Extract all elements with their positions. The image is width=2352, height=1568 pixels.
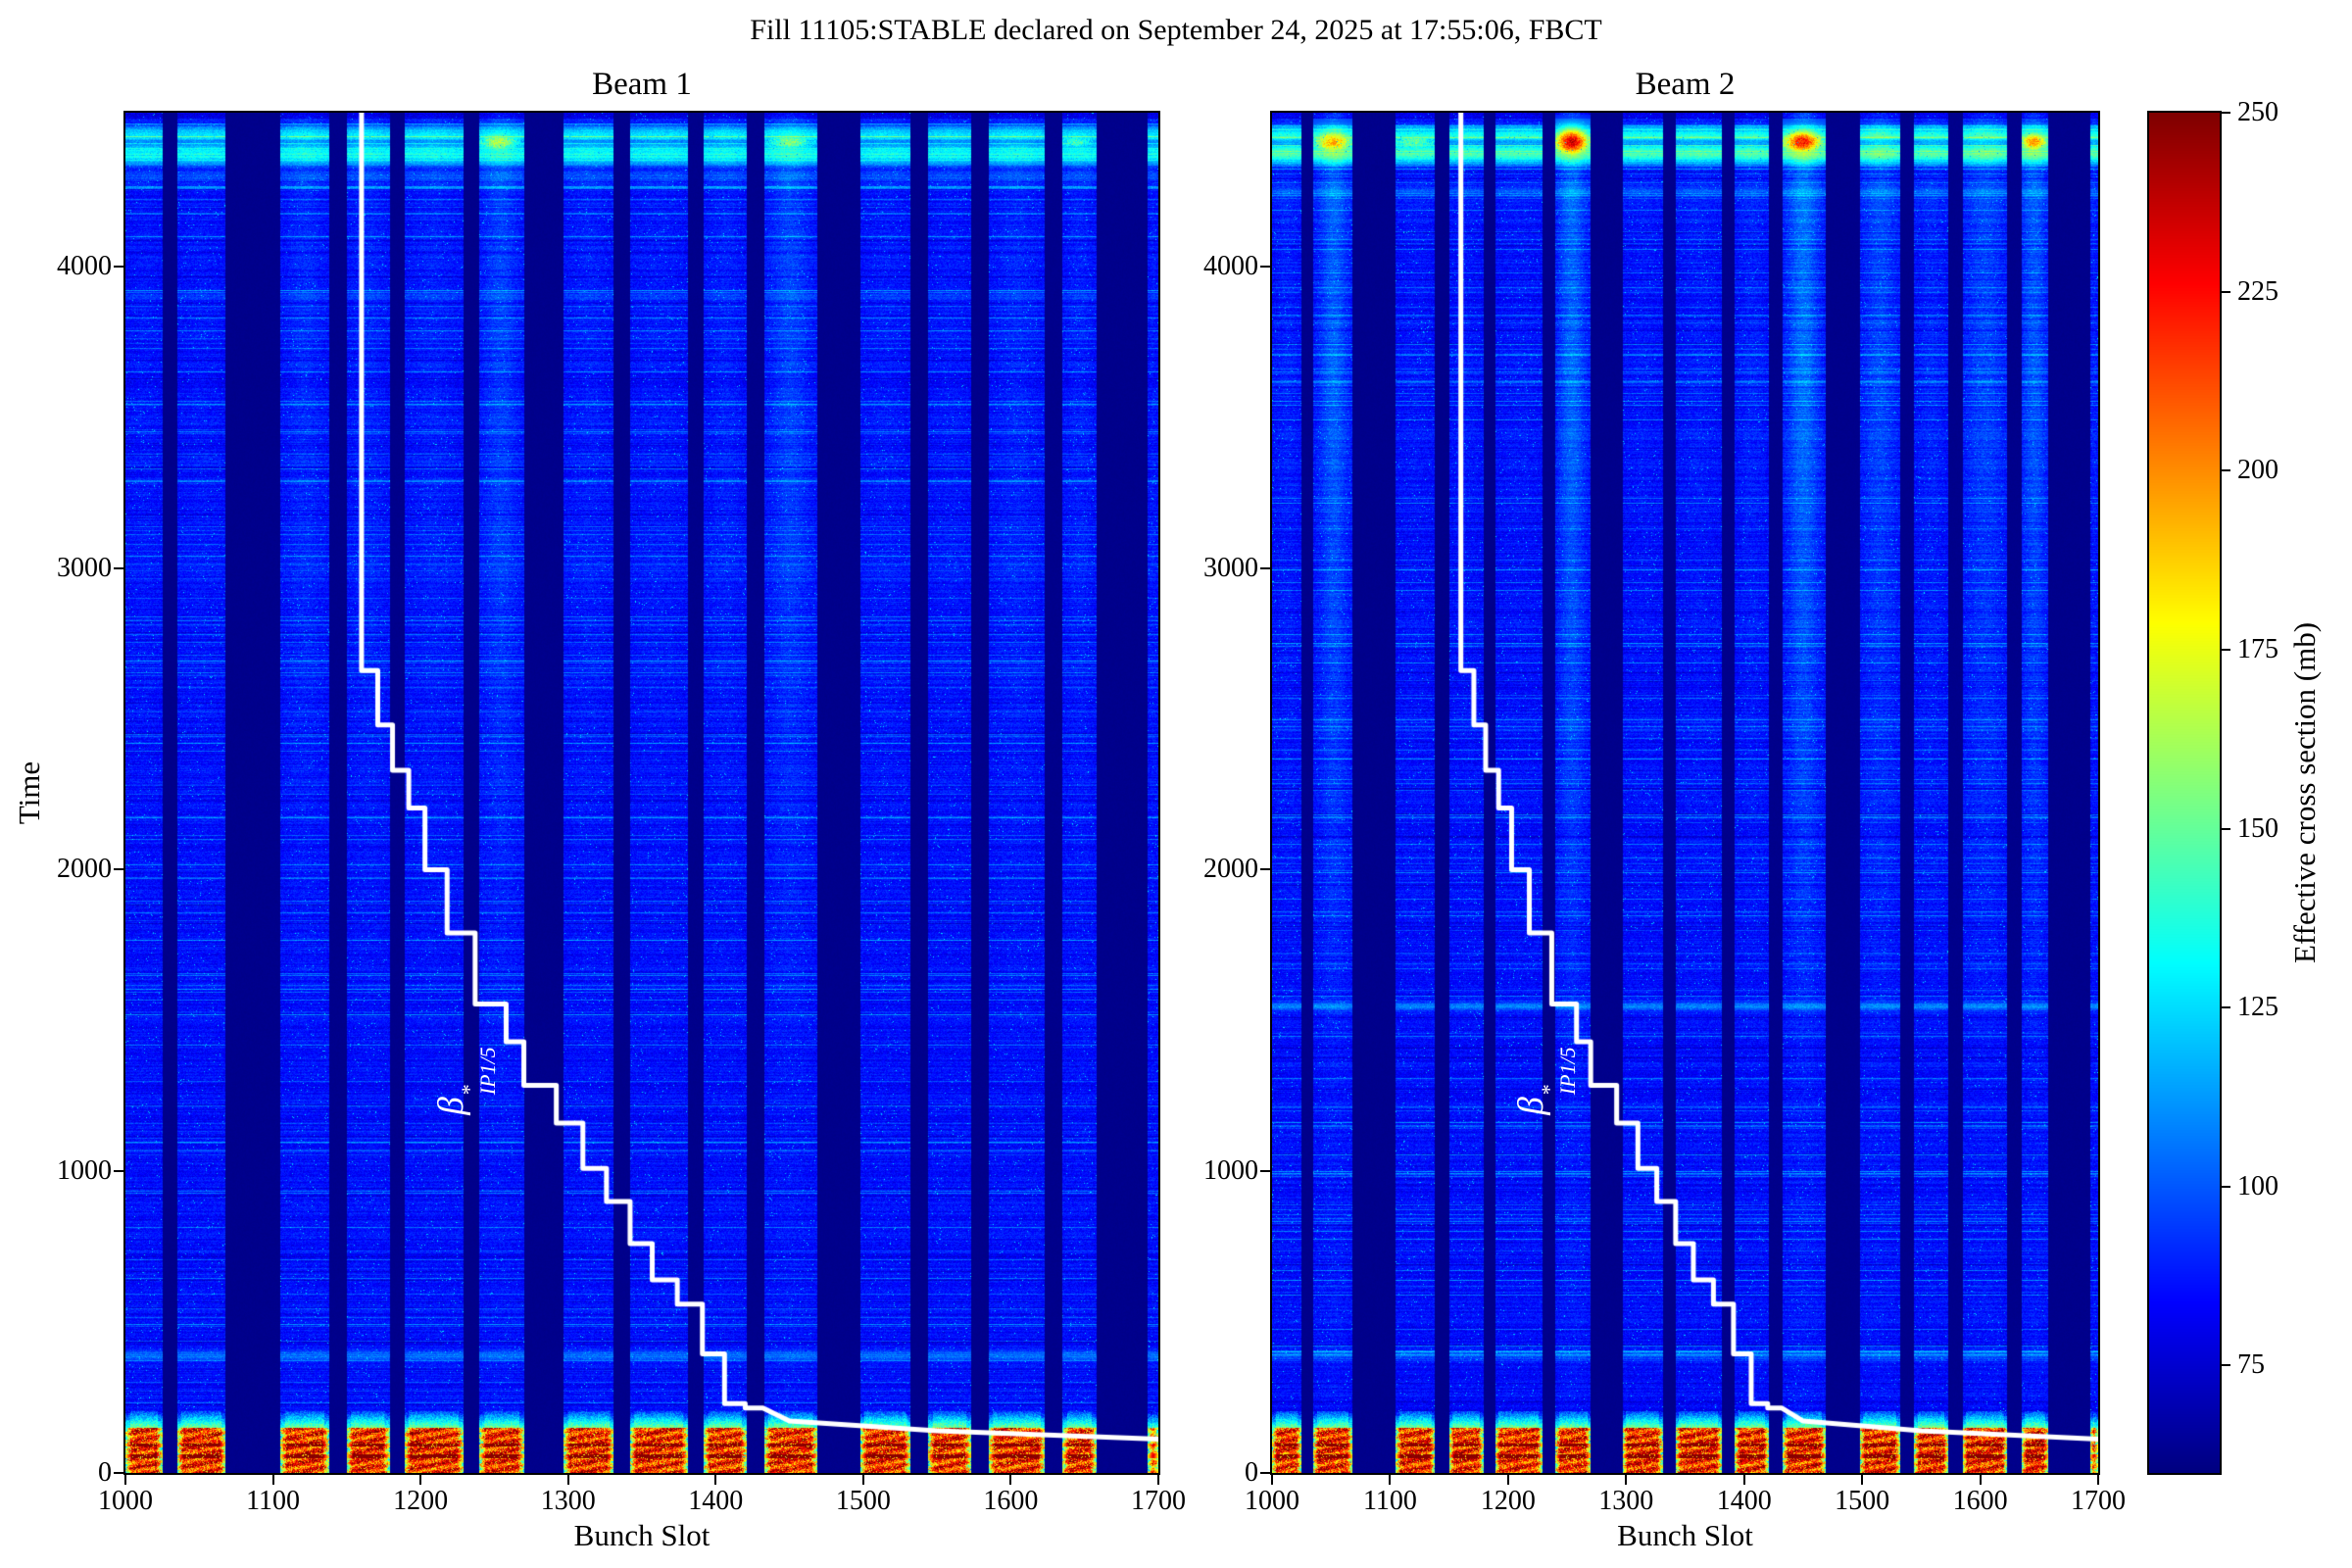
y-tick-mark (114, 868, 123, 871)
beam2-title: Beam 2 (1635, 67, 1736, 102)
beam1-title: Beam 1 (592, 67, 692, 102)
beam1-plot: β * IP1/5 (123, 111, 1160, 1475)
y-tick-mark (114, 1472, 123, 1474)
x-tick-mark (419, 1475, 422, 1485)
x-tick-mark (1389, 1475, 1392, 1485)
beam1-beta-star-label: β * IP1/5 (430, 1047, 500, 1115)
beta-symbol: β (1510, 1097, 1551, 1115)
colorbar-tick-mark (2222, 112, 2230, 114)
beam2-beta-star-label: β * IP1/5 (1510, 1047, 1580, 1115)
beta-sub: IP1/5 (474, 1047, 500, 1096)
x-tick-mark (2097, 1475, 2099, 1485)
y-tick-label: 0 (98, 1457, 112, 1488)
colorbar (2147, 111, 2222, 1475)
x-tick-mark (1625, 1475, 1628, 1485)
y-tick-label: 3000 (57, 552, 112, 583)
colorbar-tick-mark (2222, 1006, 2230, 1009)
y-tick-label: 1000 (1203, 1155, 1258, 1187)
beam1-yaxis-label: Time (12, 760, 46, 825)
x-tick-label: 1700 (1131, 1486, 1186, 1516)
beam2-xaxis-label: Bunch Slot (1617, 1518, 1753, 1552)
colorbar-tick-mark (2222, 648, 2230, 651)
y-tick-mark (114, 1170, 123, 1173)
x-tick-mark (124, 1475, 126, 1485)
x-tick-mark (1157, 1475, 1159, 1485)
x-tick-mark (714, 1475, 717, 1485)
x-tick-label: 1100 (246, 1486, 301, 1516)
beam2-heatmap (1272, 113, 2098, 1473)
x-tick-mark (1979, 1475, 1982, 1485)
colorbar-tick-label: 175 (2237, 633, 2278, 664)
x-tick-mark (271, 1475, 274, 1485)
x-tick-mark (1271, 1475, 1273, 1485)
x-tick-label: 1600 (1952, 1486, 2008, 1516)
y-tick-label: 2000 (57, 854, 112, 885)
x-tick-label: 1300 (1598, 1486, 1654, 1516)
colorbar-tick-label: 75 (2237, 1349, 2265, 1381)
y-tick-label: 0 (1245, 1457, 1258, 1488)
colorbar-tick-label: 150 (2237, 812, 2278, 844)
y-tick-mark (1260, 566, 1270, 569)
colorbar-tick-mark (2222, 827, 2230, 830)
x-tick-label: 1200 (1480, 1486, 1536, 1516)
x-tick-label: 1600 (983, 1486, 1039, 1516)
x-tick-label: 1400 (688, 1486, 744, 1516)
y-tick-mark (1260, 868, 1270, 871)
x-tick-mark (1506, 1475, 1509, 1485)
y-tick-mark (1260, 1472, 1270, 1474)
colorbar-tick-label: 250 (2237, 97, 2278, 127)
x-tick-mark (861, 1475, 864, 1485)
colorbar-tick-label: 100 (2237, 1170, 2278, 1201)
colorbar-label: Effective cross section (mb) (2287, 621, 2322, 964)
x-tick-label: 1300 (540, 1486, 596, 1516)
x-tick-mark (1742, 1475, 1745, 1485)
colorbar-tick-mark (2222, 1364, 2230, 1367)
y-tick-label: 1000 (57, 1155, 112, 1187)
x-tick-label: 1700 (2071, 1486, 2126, 1516)
y-tick-label: 4000 (1203, 250, 1258, 281)
colorbar-tick-label: 225 (2237, 275, 2278, 307)
x-tick-label: 1400 (1716, 1486, 1772, 1516)
y-tick-mark (1260, 1170, 1270, 1173)
beam1-heatmap (125, 113, 1158, 1473)
colorbar-gradient (2149, 113, 2220, 1473)
x-tick-mark (1009, 1475, 1012, 1485)
colorbar-tick-label: 200 (2237, 455, 2278, 486)
colorbar-tick-label: 125 (2237, 992, 2278, 1023)
beta-sub: IP1/5 (1554, 1047, 1580, 1096)
x-tick-label: 1000 (1245, 1486, 1299, 1516)
beam1-xaxis-label: Bunch Slot (573, 1518, 710, 1552)
y-tick-label: 4000 (57, 250, 112, 281)
y-tick-label: 2000 (1203, 854, 1258, 885)
x-tick-mark (566, 1475, 569, 1485)
y-tick-mark (114, 265, 123, 268)
y-tick-mark (1260, 265, 1270, 268)
x-tick-label: 1200 (393, 1486, 449, 1516)
beta-symbol: β (430, 1097, 471, 1115)
x-tick-label: 1100 (1362, 1486, 1417, 1516)
beam2-plot: β * IP1/5 (1270, 111, 2100, 1475)
colorbar-tick-mark (2222, 469, 2230, 472)
colorbar-tick-mark (2222, 1185, 2230, 1188)
figure-title: Fill 11105:STABLE declared on September … (750, 14, 1602, 46)
x-tick-label: 1500 (1835, 1486, 1890, 1516)
x-tick-label: 1000 (98, 1486, 153, 1516)
x-tick-label: 1500 (835, 1486, 891, 1516)
y-tick-mark (114, 566, 123, 569)
x-tick-mark (1861, 1475, 1864, 1485)
y-tick-label: 3000 (1203, 552, 1258, 583)
colorbar-tick-mark (2222, 290, 2230, 293)
